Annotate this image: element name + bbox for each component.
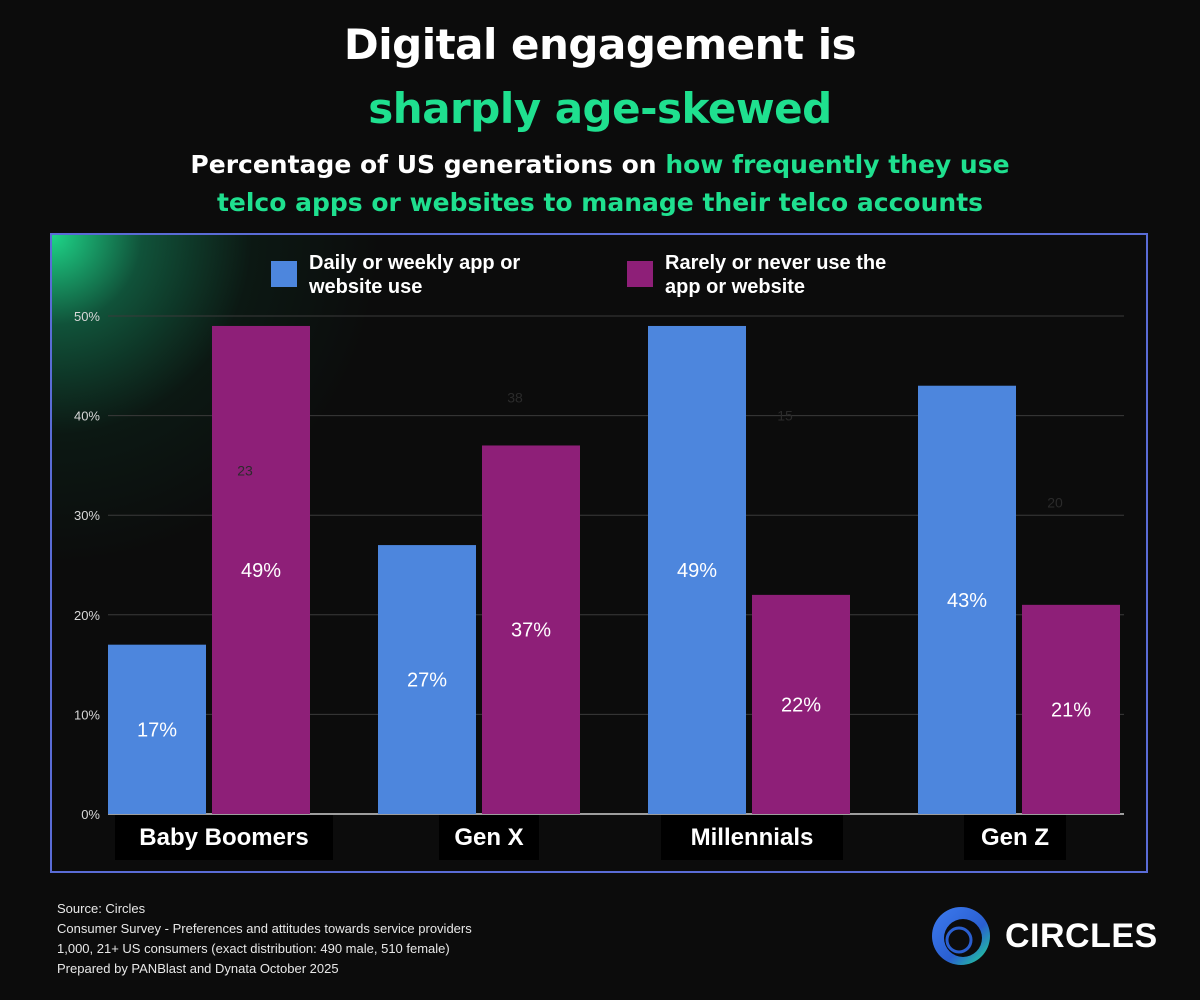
bar-rarely [752, 594, 850, 814]
y-tick-label: 0% [81, 807, 100, 822]
x-label-box [439, 815, 539, 860]
x-tick-label: Gen Z [981, 824, 1049, 851]
annotation-label: 23 [237, 462, 253, 478]
legend-rarely-line1: Rarely or never use the [665, 252, 887, 274]
legend-daily-line2: website use [309, 276, 423, 298]
bar-rarely [212, 325, 310, 814]
bar-daily [108, 644, 206, 814]
y-tick-label: 10% [74, 707, 100, 722]
data-label-daily: 27% [407, 670, 447, 692]
data-label-daily: 49% [677, 560, 717, 582]
data-label-daily: 43% [947, 590, 987, 612]
y-tick-label: 40% [74, 409, 100, 424]
legend-label-rarely: Rarely or never use the app or website [665, 251, 925, 299]
data-label-rarely: 49% [241, 560, 281, 582]
chart-frame: Daily or weekly app or website use Rarel… [50, 233, 1148, 873]
annotation-label: 15 [777, 408, 793, 424]
x-tick-label: Gen X [454, 824, 523, 851]
bar-daily [378, 545, 476, 814]
bar-daily [648, 325, 746, 814]
footer-prepared: Prepared by PANBlast and Dynata October … [57, 961, 339, 976]
y-tick-label: 20% [74, 608, 100, 623]
annotation-label: 38 [507, 390, 523, 406]
bar-rarely [482, 445, 580, 814]
subtitle-lead: Percentage of US generations on [190, 150, 666, 179]
chart-title-line2: sharply age-skewed [368, 84, 832, 133]
annotation-label: 20 [1047, 494, 1063, 510]
legend-rarely-line2: app or website [665, 276, 806, 298]
data-label-daily: 17% [137, 719, 177, 741]
data-label-rarely: 22% [781, 694, 821, 716]
chart-title-line1: Digital engagement is [343, 20, 857, 69]
y-tick-label: 30% [74, 508, 100, 523]
footer-survey: Consumer Survey - Preferences and attitu… [57, 921, 472, 936]
x-label-box [964, 815, 1066, 860]
footer-notes: Source: Circles Consumer Survey - Prefer… [57, 899, 472, 979]
circles-logo-icon [932, 907, 990, 965]
data-label-rarely: 21% [1051, 699, 1091, 721]
data-label-rarely: 37% [511, 620, 551, 642]
chart-subtitle: Percentage of US generations on how freq… [0, 146, 1200, 222]
subtitle-highlight-a: how frequently they use [665, 150, 1010, 179]
subtitle-highlight-b: telco apps or websites to manage their t… [216, 188, 984, 217]
x-label-box [661, 815, 843, 860]
brand-logo: CIRCLES [930, 905, 1160, 969]
x-label-box [115, 815, 333, 860]
footer-sample: 1,000, 21+ US consumers (exact distribut… [57, 941, 450, 956]
bar-chart: 0% 10% 20% 30% 40% 50% 17% 49% 27% 37% 49% 22% 43% 21… [74, 309, 1124, 860]
x-tick-label: Millennials [691, 824, 814, 851]
footer-source: Source: Circles [57, 901, 146, 916]
x-tick-label: Baby Boomers [139, 824, 308, 851]
y-tick-label: 50% [74, 309, 100, 324]
bar-rarely [1022, 604, 1120, 814]
brand-name: CIRCLES [1005, 917, 1158, 955]
legend-swatch-rarely [627, 261, 653, 287]
bar-daily [918, 385, 1016, 814]
legend-label-daily: Daily or weekly app or website use [309, 251, 569, 299]
legend-daily-line1: Daily or weekly app or [309, 252, 521, 274]
legend-swatch-daily [271, 261, 297, 287]
